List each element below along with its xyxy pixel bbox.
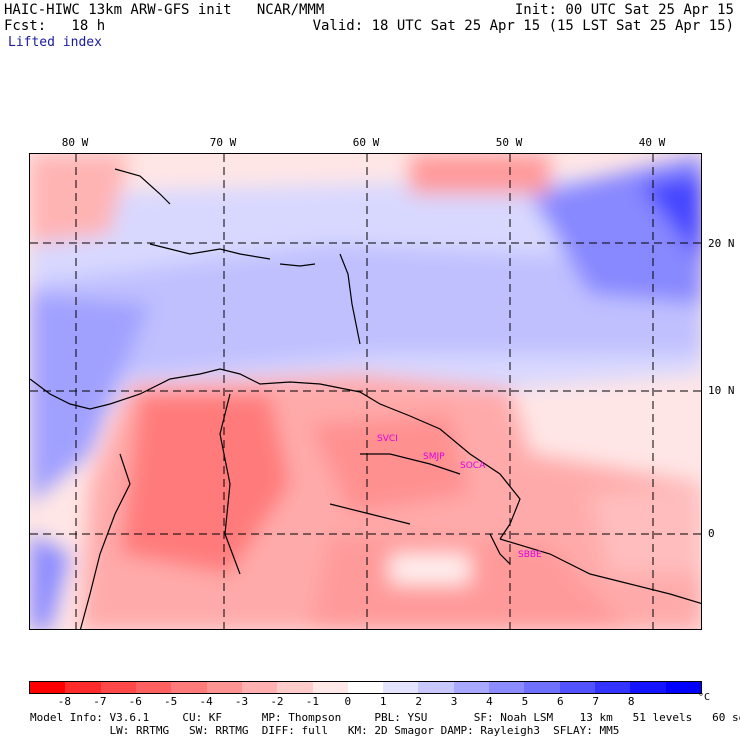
colorbar-swatch <box>277 682 313 693</box>
lon-label: 80 W <box>61 136 89 149</box>
graticule <box>30 154 701 629</box>
colorbar-swatch <box>30 682 66 693</box>
model-info-line2: LW: RRTMG SW: RRTMG DIFF: full KM: 2D Sm… <box>30 724 620 737</box>
station-label: SOCA <box>460 461 486 471</box>
colorbar-swatch <box>347 682 384 693</box>
colorbar-swatch <box>383 682 419 693</box>
colorbar-tick-label: -7 <box>93 695 107 708</box>
colorbar-tick-label: 7 <box>592 695 600 708</box>
colorbar-tick-label: 3 <box>450 695 458 708</box>
colorbar-tick-label: -4 <box>199 695 213 708</box>
lifted-index-map: SVCI SMJP SOCA SBBE <box>29 153 702 630</box>
colorbar-swatch <box>665 682 701 693</box>
colorbar-tick-label: 5 <box>521 695 529 708</box>
colorbar-tick-label: -3 <box>234 695 249 708</box>
field-name: Lifted index <box>8 35 102 50</box>
colorbar-swatch <box>171 682 207 693</box>
colorbar-swatch <box>418 682 454 693</box>
lat-label: 0 <box>708 527 715 540</box>
model-info-line1: Model Info: V3.6.1 CU: KF MP: Thompson P… <box>30 711 740 724</box>
colorbar-tick-label: -6 <box>128 695 142 708</box>
colorbar-swatch <box>312 682 348 693</box>
colorbar-swatch <box>559 682 595 693</box>
init-time: Init: 00 UTC Sat 25 Apr 15 <box>514 2 734 18</box>
valid-time: Valid: 18 UTC Sat 25 Apr 15 (15 LST Sat … <box>312 18 734 34</box>
colorbar-unit: °C <box>698 692 711 703</box>
colorbar-swatch <box>65 682 101 693</box>
colorbar-tick-label: -5 <box>164 695 178 708</box>
colorbar-swatch <box>453 682 490 693</box>
lat-label: 10 N <box>708 384 735 397</box>
colorbar-tick-label: 0 <box>344 695 352 708</box>
colorbar-swatch <box>630 682 666 693</box>
colorbar-swatch <box>206 682 242 693</box>
lon-label: 50 W <box>495 136 523 149</box>
colorbar-tick-label: -8 <box>57 695 72 708</box>
station-label: SBBE <box>518 550 542 560</box>
title-line: HAIC-HIWC 13km ARW-GFS init NCAR/MMM <box>4 2 325 18</box>
forecast-hour: Fcst: 18 h <box>4 18 106 34</box>
colorbar-tick-label: 8 <box>627 695 635 708</box>
station-label: SVCI <box>377 434 398 444</box>
map-canvas <box>30 154 701 629</box>
lon-label: 60 W <box>352 136 380 149</box>
colorbar-tick-label: -2 <box>270 695 284 708</box>
colorbar-tick-label: 2 <box>415 695 422 708</box>
colorbar-swatch <box>241 682 278 693</box>
coastline <box>30 168 701 629</box>
shading <box>30 154 701 629</box>
colorbar <box>29 681 702 694</box>
lat-label: 20 N <box>708 237 735 250</box>
colorbar-tick-label: -1 <box>305 695 319 708</box>
colorbar-swatch <box>524 682 560 693</box>
lon-label: 70 W <box>209 136 237 149</box>
station-label: SMJP <box>423 452 445 462</box>
colorbar-tick-label: 1 <box>379 695 387 708</box>
colorbar-tick-label: 4 <box>486 695 493 708</box>
colorbar-tick-label: 6 <box>557 695 564 708</box>
colorbar-swatch <box>595 682 631 693</box>
colorbar-swatch <box>489 682 525 693</box>
colorbar-swatch <box>135 682 172 693</box>
colorbar-swatch <box>100 682 136 693</box>
lon-label: 40 W <box>638 136 666 149</box>
